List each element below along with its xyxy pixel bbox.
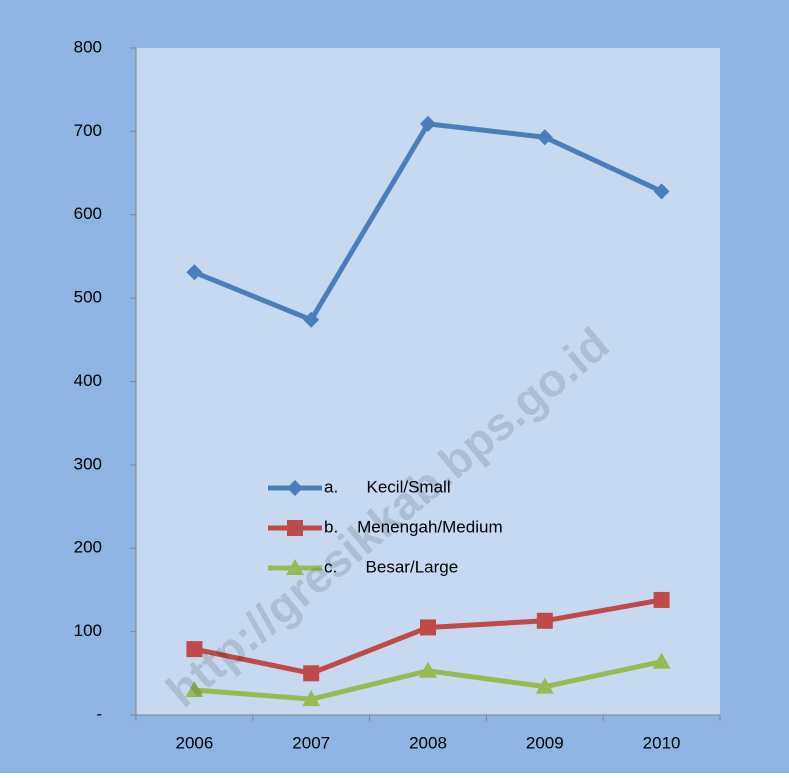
point	[535, 677, 554, 694]
y-tick-label: 700	[74, 121, 102, 140]
y-tick-label: 300	[74, 454, 102, 473]
point	[286, 559, 304, 575]
point	[287, 520, 303, 536]
y-tick-label: 100	[74, 621, 102, 640]
legend-label: b. Menengah/Medium	[324, 517, 503, 536]
point	[303, 665, 320, 682]
legend-label: c. Besar/Large	[324, 557, 458, 576]
point	[419, 661, 437, 678]
point	[302, 690, 321, 707]
y-tick-label: 400	[74, 371, 102, 390]
y-tick-label: 800	[74, 37, 102, 56]
point	[652, 652, 671, 669]
point	[653, 591, 670, 608]
x-tick-label: 2010	[643, 733, 681, 752]
x-tick-label: 2008	[409, 733, 447, 752]
x-tick-label: 2006	[175, 733, 213, 752]
y-tick-label: 200	[74, 538, 102, 557]
x-tick-label: 2007	[292, 733, 330, 752]
point	[186, 641, 203, 658]
point	[536, 612, 553, 629]
point	[536, 129, 553, 146]
x-tick-label: 2009	[526, 733, 564, 752]
y-tick-label: 500	[74, 288, 102, 307]
y-tick-label: 600	[74, 204, 102, 223]
point	[287, 480, 303, 496]
legend-label: a. Kecil/Small	[324, 477, 451, 496]
point	[186, 264, 203, 281]
point	[420, 619, 436, 636]
point	[653, 183, 670, 200]
point	[185, 680, 204, 697]
point	[303, 311, 320, 328]
y-tick-label: -	[96, 704, 102, 723]
plot-area	[136, 48, 720, 715]
point	[420, 115, 436, 132]
